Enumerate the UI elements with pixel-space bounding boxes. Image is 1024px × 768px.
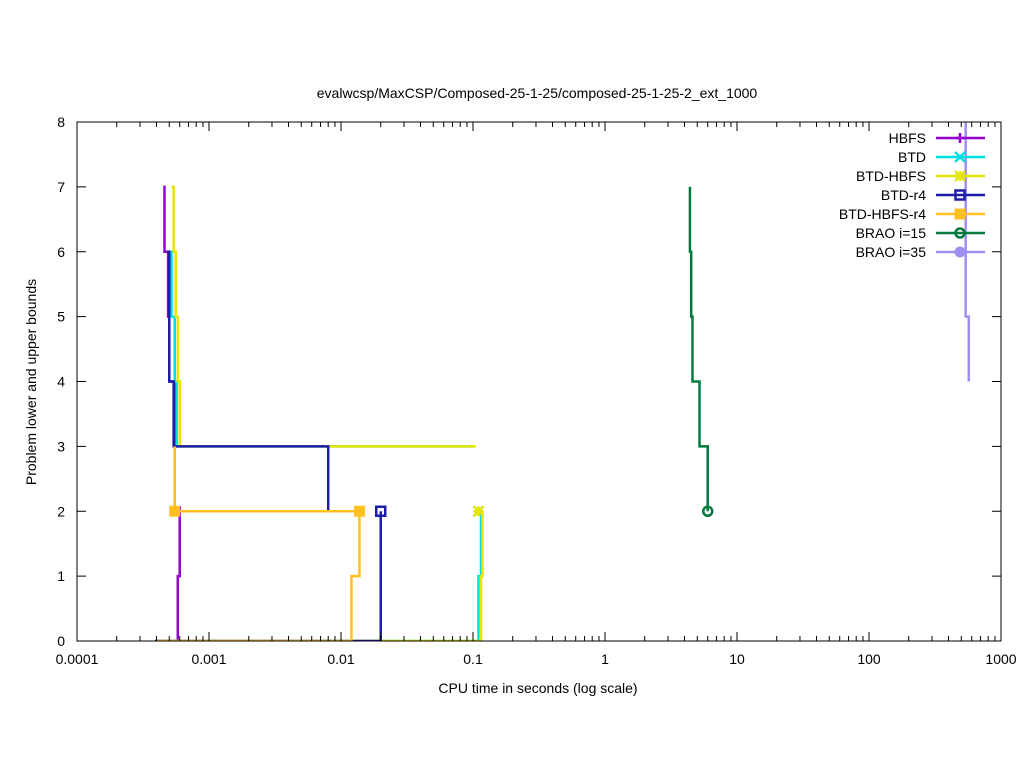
series-0-lower-bound-line <box>155 511 181 641</box>
legend-item-1: BTD <box>898 149 985 165</box>
x-tick-label-0: 0.0001 <box>56 651 99 667</box>
marker-circle-filled <box>954 246 966 258</box>
marker-star <box>954 170 966 182</box>
legend-item-5: BRAO i=15 <box>856 225 985 241</box>
x-tick-label-5: 10 <box>729 651 745 667</box>
y-axis-label: Problem lower and upper bounds <box>23 279 39 485</box>
series-4-lower-bound-line <box>156 511 361 641</box>
marker-square-filled <box>169 505 181 517</box>
marker-square-open <box>374 505 387 517</box>
y-tick-label-7: 7 <box>57 179 65 195</box>
series-3-optimum-marker <box>374 505 387 517</box>
series-1-lower-bound-line <box>156 511 483 641</box>
legend-marker-0 <box>955 133 965 143</box>
series-6 <box>964 122 971 382</box>
legend-item-2: BTD-HBFS <box>856 168 985 184</box>
series-5-optimum-marker <box>701 505 714 517</box>
x-tick-label-3: 0.1 <box>463 651 483 667</box>
legend-marker-3 <box>954 189 966 201</box>
x-tick-label-2: 0.01 <box>327 651 354 667</box>
legend-marker-4 <box>954 208 966 220</box>
x-tick-label-7: 1000 <box>985 651 1016 667</box>
y-tick-label-5: 5 <box>57 309 65 325</box>
legend-marker-6 <box>954 246 966 258</box>
x-axis-label: CPU time in seconds (log scale) <box>438 680 637 696</box>
series-4-marker <box>353 505 365 517</box>
y-tick-label-0: 0 <box>57 633 65 649</box>
legend-item-3: BTD-r4 <box>881 187 985 203</box>
series-2-optimum-marker <box>472 505 485 518</box>
marker-square-filled <box>353 505 365 517</box>
series-2-upper-bound-line <box>171 185 476 448</box>
legend-item-4: BTD-HBFS-r4 <box>839 206 985 222</box>
y-tick-label-8: 8 <box>57 114 65 130</box>
x-tick-label-1: 0.001 <box>191 651 226 667</box>
legend-marker-5 <box>954 227 966 239</box>
legend-item-6: BRAO i=35 <box>856 244 985 260</box>
marker-plus <box>955 133 965 143</box>
legend-label-4: BTD-HBFS-r4 <box>839 206 926 222</box>
series-5-upper-bound-line <box>688 186 709 512</box>
series-5 <box>688 186 714 517</box>
series-2-lower-bound-line <box>156 511 484 641</box>
series-1-upper-bound-line <box>169 250 473 448</box>
legend-marker-1 <box>954 151 966 163</box>
y-tick-label-2: 2 <box>57 503 65 519</box>
plot-frame <box>76 121 1002 642</box>
legend-label-6: BRAO i=35 <box>856 244 927 260</box>
legend-label-2: BTD-HBFS <box>856 168 926 184</box>
series-3-lower-bound-line <box>155 511 382 641</box>
x-tick-label-6: 100 <box>857 651 881 667</box>
y-tick-label-6: 6 <box>57 244 65 260</box>
legend: HBFS BTD BTD-HBFS BTD-r4 BTD-HBFS-r4 BRAO i=1… <box>839 130 985 260</box>
marker-circle-open <box>701 505 714 517</box>
series-4 <box>156 446 365 641</box>
plot-series-group <box>155 122 971 641</box>
series-2 <box>156 185 485 641</box>
legend-marker-2 <box>954 170 966 182</box>
series-3 <box>155 250 387 641</box>
legend-label-1: BTD <box>898 149 926 165</box>
series-3-upper-bound-line <box>166 250 330 512</box>
marker-star <box>472 505 485 518</box>
marker-square-open <box>954 189 966 201</box>
legend-item-0: HBFS <box>889 130 985 146</box>
y-tick-label-3: 3 <box>57 438 65 454</box>
y-tick-label-4: 4 <box>57 374 65 390</box>
chart-title: evalwcsp/MaxCSP/Composed-25-1-25/compose… <box>317 85 758 101</box>
series-4-optimum-marker <box>169 505 181 517</box>
legend-label-3: BTD-r4 <box>881 187 926 203</box>
axis-ticks-group: 0.0001 0.001 0.01 0.1 1 10 100 1000 0 1 2 3 4 5 6 7 8 <box>56 114 1017 667</box>
marker-x <box>954 151 966 163</box>
x-tick-label-4: 1 <box>601 651 609 667</box>
series-6-upper-bound-line <box>964 122 971 382</box>
legend-label-0: HBFS <box>889 130 926 146</box>
legend-label-5: BRAO i=15 <box>856 225 927 241</box>
y-tick-label-1: 1 <box>57 568 65 584</box>
marker-circle-open <box>954 227 966 239</box>
marker-square-filled <box>954 208 966 220</box>
